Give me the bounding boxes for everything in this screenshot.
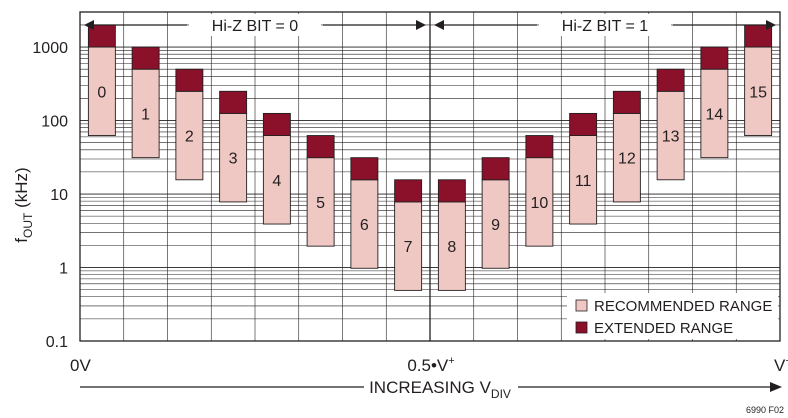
legend-swatch <box>575 299 588 312</box>
bar-index-label: 3 <box>229 151 238 168</box>
x-axis-label: INCREASING VDIV <box>369 378 511 401</box>
bar-index-label: 14 <box>705 106 723 123</box>
extended-range-bar <box>306 135 335 159</box>
recommended-range-bar <box>219 112 248 203</box>
bar-index-label: 0 <box>97 84 106 101</box>
bar-index-label: 11 <box>575 173 592 190</box>
extended-range-bar <box>700 46 729 70</box>
extended-range-bar <box>481 157 510 181</box>
extended-range-bar <box>437 179 466 203</box>
region-arrowhead-right <box>416 20 426 30</box>
legend-label: RECOMMENDED RANGE <box>594 298 772 315</box>
y-tick-label: 10 <box>50 187 68 204</box>
legend-label: EXTENDED RANGE <box>594 320 733 337</box>
extended-range-bar <box>612 90 641 114</box>
bar-index-label: 9 <box>491 217 500 234</box>
bar-index-label: 1 <box>141 106 150 123</box>
extended-range-bar <box>656 68 685 92</box>
recommended-range-bar <box>87 46 116 136</box>
x-tick-label-middle: 0.5•V+ <box>407 355 454 375</box>
bar-index-label: 4 <box>272 173 281 190</box>
bar-index-label: 13 <box>662 129 680 146</box>
recommended-range-bar <box>306 157 335 247</box>
region-arrowhead-right <box>766 20 776 30</box>
bar-index-label: 2 <box>185 129 194 146</box>
recommended-range-bar <box>656 90 685 181</box>
recommended-range-bar <box>131 68 160 159</box>
x-tick-label-right: V+ <box>774 355 788 375</box>
bar-index-label: 5 <box>316 195 325 212</box>
bar-index-label: 6 <box>360 217 369 234</box>
recommended-range-bar <box>481 179 510 269</box>
y-axis-label: fOUT (kHz) <box>12 167 35 242</box>
recommended-range-bar <box>394 201 423 291</box>
extended-range-bar <box>525 135 554 159</box>
figure-code: 6990 F02 <box>746 405 784 415</box>
recommended-range-bar <box>744 46 773 136</box>
region-label-background <box>189 14 321 36</box>
extended-range-bar <box>350 157 379 181</box>
extended-range-bar <box>262 112 291 136</box>
recommended-range-bar <box>612 112 641 203</box>
region-arrowhead-left <box>84 20 94 30</box>
region-annotations: Hi-Z BIT = 0 Hi-Z BIT = 1 <box>84 14 776 36</box>
extended-range-bar <box>131 46 160 70</box>
bar-index-label: 8 <box>447 239 456 256</box>
plot-frame <box>79 11 781 342</box>
region-arrowhead-left <box>434 20 444 30</box>
y-tick-label: 1 <box>59 261 68 278</box>
extended-range-bar <box>219 90 248 114</box>
legend-background <box>567 293 778 339</box>
region-label: Hi-Z BIT = 1 <box>562 18 648 35</box>
region-label-background <box>539 14 671 36</box>
y-tick-label: 100 <box>41 114 68 131</box>
x-tick-label-left: 0V <box>70 356 91 375</box>
x-axis-arrowhead <box>770 382 782 392</box>
y-tick-labels: 1000 100 10 1 0.1 <box>32 40 68 351</box>
bar-index-label: 15 <box>749 84 767 101</box>
extended-range-bar <box>175 68 204 92</box>
recommended-range-bar <box>525 157 554 247</box>
extended-range-bar <box>569 112 598 136</box>
region-label: Hi-Z BIT = 0 <box>212 18 298 35</box>
y-tick-label: 0.1 <box>46 334 68 351</box>
legend: RECOMMENDED RANGE EXTENDED RANGE <box>567 293 778 339</box>
bar-index-label: 12 <box>618 151 636 168</box>
y-tick-label: 1000 <box>32 40 68 57</box>
recommended-range-bar <box>437 201 466 291</box>
bar-index-label: 7 <box>404 239 413 256</box>
bar-index-label: 10 <box>530 195 548 212</box>
recommended-range-bar <box>700 68 729 159</box>
extended-range-bar <box>394 179 423 203</box>
legend-swatch <box>575 321 588 334</box>
recommended-range-bar <box>175 90 204 181</box>
